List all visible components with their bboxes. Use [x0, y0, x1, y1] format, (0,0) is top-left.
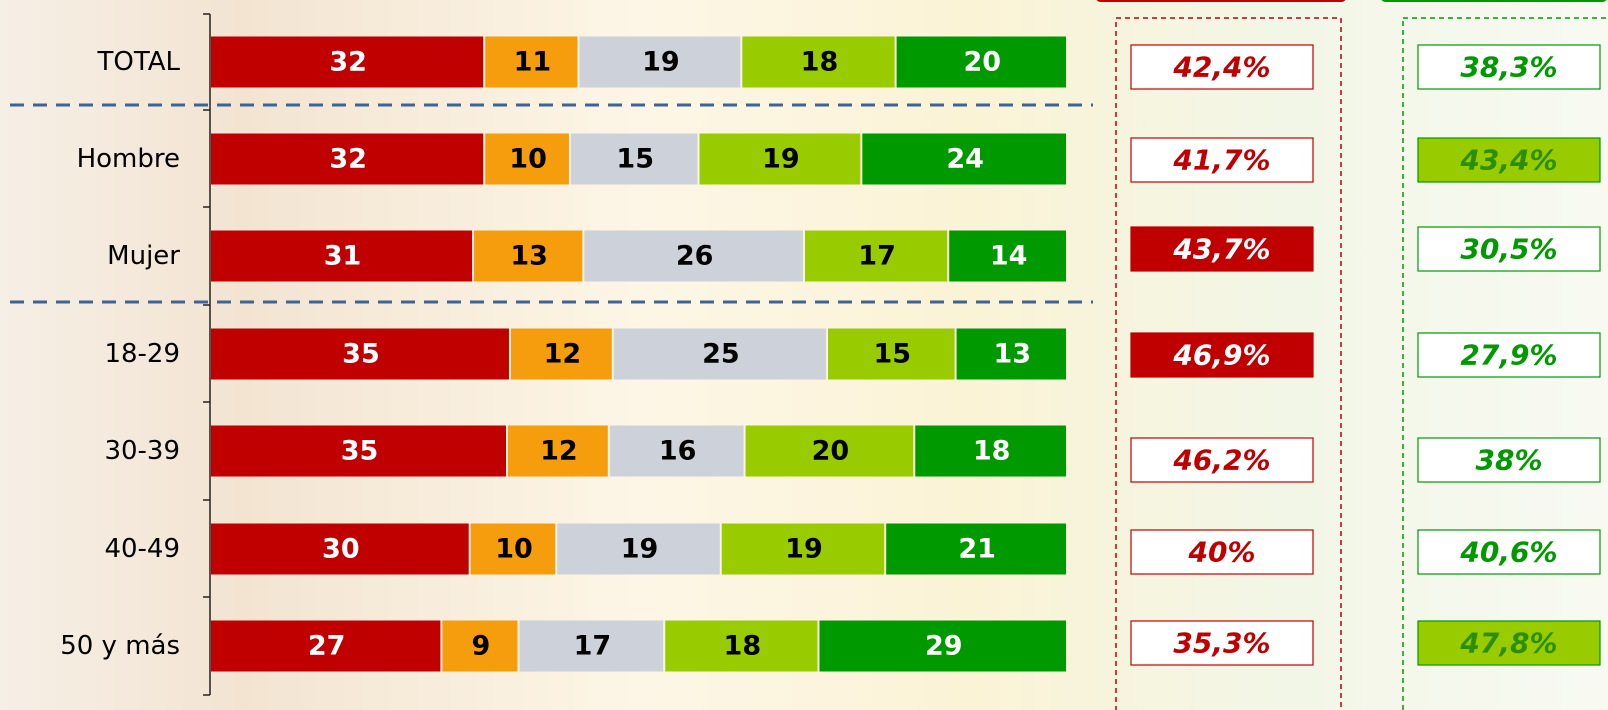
segment-label: 16 — [659, 436, 697, 467]
segment-label: 24 — [946, 144, 984, 175]
indicator-label: 35,3% — [1173, 627, 1270, 660]
segment-label: 18 — [973, 436, 1011, 467]
header-green — [1380, 0, 1608, 2]
category-label: 40-49 — [104, 534, 180, 564]
segment-label: 26 — [676, 241, 714, 272]
segment-label: 31 — [324, 241, 362, 272]
segment-label: 14 — [990, 241, 1028, 272]
segment-label: 19 — [642, 47, 680, 78]
segment-label: 35 — [342, 339, 380, 370]
chart: TOTAL 32 11 19 18 20 Hombre 32 10 15 19 24 Mujer 31 13… — [0, 0, 1608, 710]
segment-label: 35 — [341, 436, 379, 467]
category-label: 18-29 — [104, 339, 180, 369]
segment-label: 18 — [724, 631, 762, 662]
segment-label: 25 — [702, 339, 740, 370]
segment-label: 9 — [472, 631, 491, 662]
segment-label: 15 — [616, 144, 654, 175]
indicator-label: 38,3% — [1460, 51, 1557, 84]
category-label: TOTAL — [97, 47, 181, 77]
segment-label: 12 — [540, 436, 578, 467]
header-red — [1095, 0, 1347, 2]
segment-label: 19 — [785, 534, 823, 565]
segment-label: 17 — [574, 631, 612, 662]
segment-label: 19 — [621, 534, 659, 565]
category-label: Hombre — [77, 144, 180, 174]
indicator-label: 42,4% — [1172, 51, 1270, 84]
segment-label: 19 — [762, 144, 800, 175]
category-label: 50 y más — [60, 631, 180, 661]
category-label: 30-39 — [104, 436, 180, 466]
segment-label: 32 — [329, 144, 367, 175]
segment-label: 15 — [874, 339, 912, 370]
segment-label: 27 — [308, 631, 346, 662]
indicator-label: 27,9% — [1460, 339, 1557, 372]
indicator-label: 43,7% — [1172, 233, 1270, 266]
segment-label: 10 — [495, 534, 533, 565]
segment-label: 10 — [509, 144, 547, 175]
segment-label: 13 — [994, 339, 1032, 370]
indicator-label: 46,2% — [1172, 444, 1270, 477]
indicator-label: 43,4% — [1459, 144, 1557, 177]
segment-label: 30 — [322, 534, 360, 565]
segment-label: 11 — [514, 47, 552, 78]
indicator-label: 41,7% — [1172, 144, 1270, 177]
indicator-label: 47,8% — [1459, 627, 1557, 660]
segment-label: 13 — [510, 241, 548, 272]
segment-label: 20 — [812, 436, 850, 467]
segment-label: 29 — [925, 631, 963, 662]
segment-label: 17 — [858, 241, 896, 272]
indicator-label: 30,5% — [1460, 233, 1557, 266]
segment-label: 20 — [964, 47, 1002, 78]
indicator-label: 40% — [1187, 536, 1255, 569]
indicator-label: 38% — [1475, 444, 1542, 477]
segment-label: 21 — [958, 534, 996, 565]
segment-label: 32 — [329, 47, 367, 78]
segment-label: 18 — [801, 47, 839, 78]
category-label: Mujer — [107, 241, 180, 271]
segment-label: 12 — [544, 339, 582, 370]
indicator-label: 40,6% — [1459, 536, 1557, 569]
page: TOTAL 32 11 19 18 20 Hombre 32 10 15 19 24 Mujer 31 13… — [0, 0, 1608, 710]
indicator-label: 46,9% — [1172, 339, 1270, 372]
